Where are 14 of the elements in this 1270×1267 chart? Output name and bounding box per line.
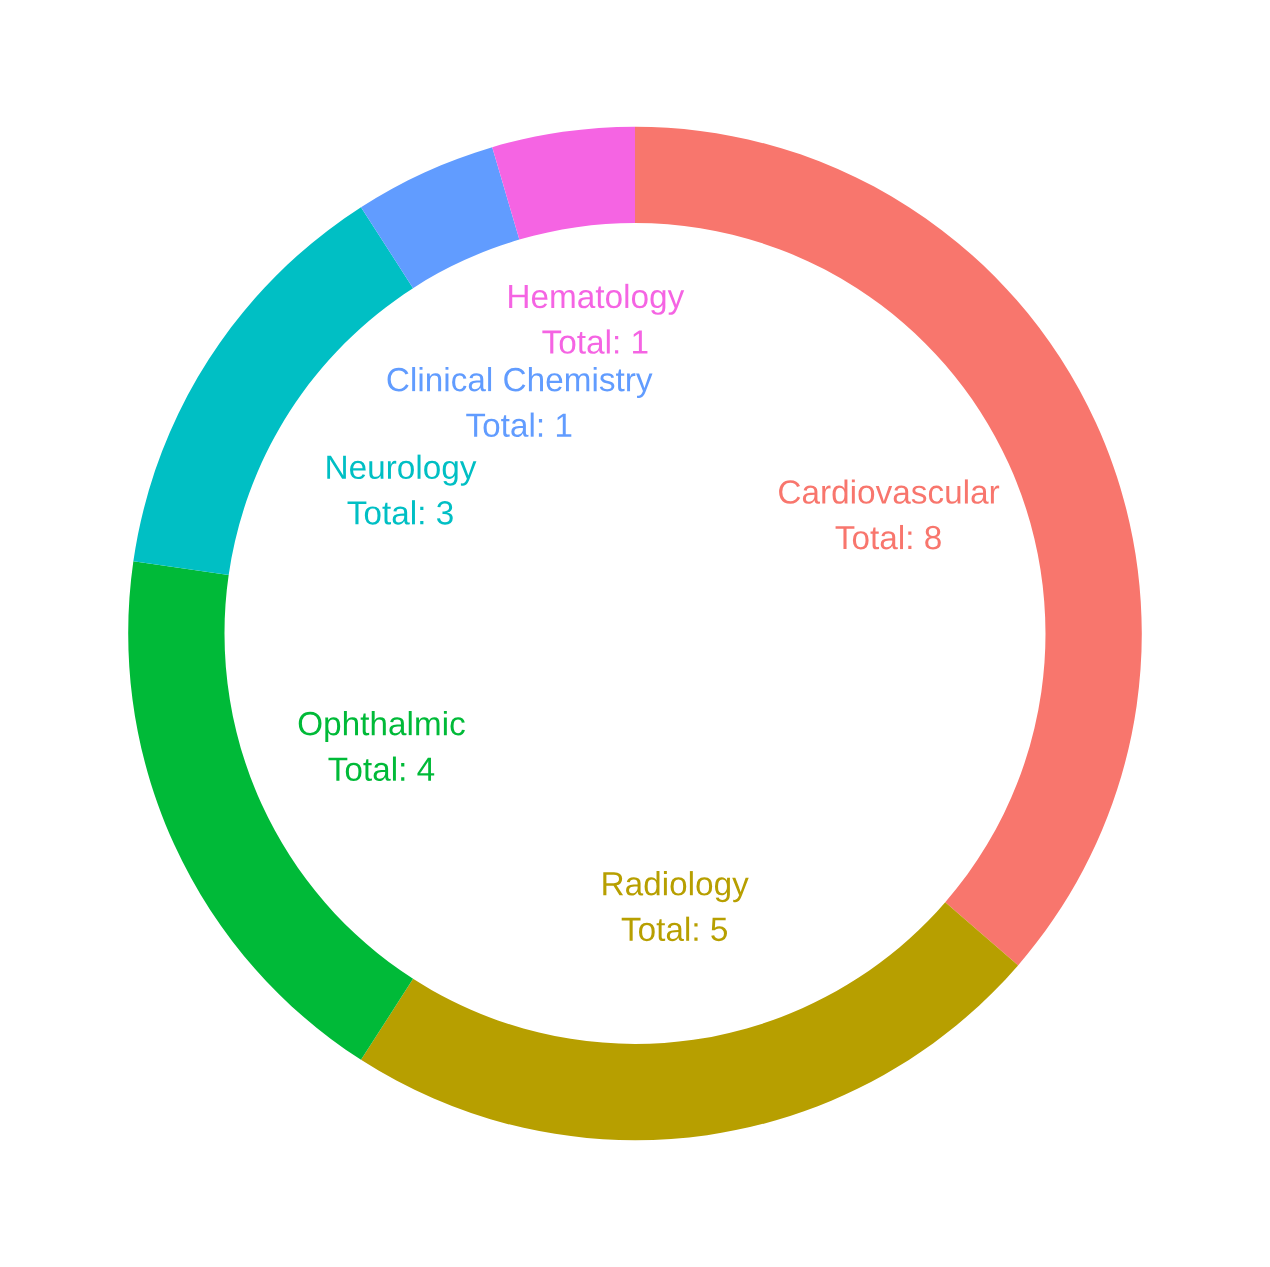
slice-label: Neurology — [327, 454, 477, 486]
slice-label: Ophthalmic — [298, 710, 465, 743]
slice-label: Radiology — [603, 871, 749, 903]
data-label: Total: 3 — [347, 500, 453, 525]
slice-label: Hematology — [509, 283, 685, 315]
donut-slice — [361, 902, 1019, 1141]
data-label: Total: 1 — [466, 412, 572, 438]
data-label: Total: 1 — [542, 329, 648, 354]
slice-label: Cardiovascular — [779, 479, 1000, 504]
data-label: Total: 4 — [328, 756, 435, 782]
data-label: Total: 5 — [621, 916, 727, 942]
data-label: Total: 8 — [835, 524, 941, 550]
slice-label: Clinical Chemistry — [387, 366, 653, 399]
donut-slice — [492, 126, 635, 240]
